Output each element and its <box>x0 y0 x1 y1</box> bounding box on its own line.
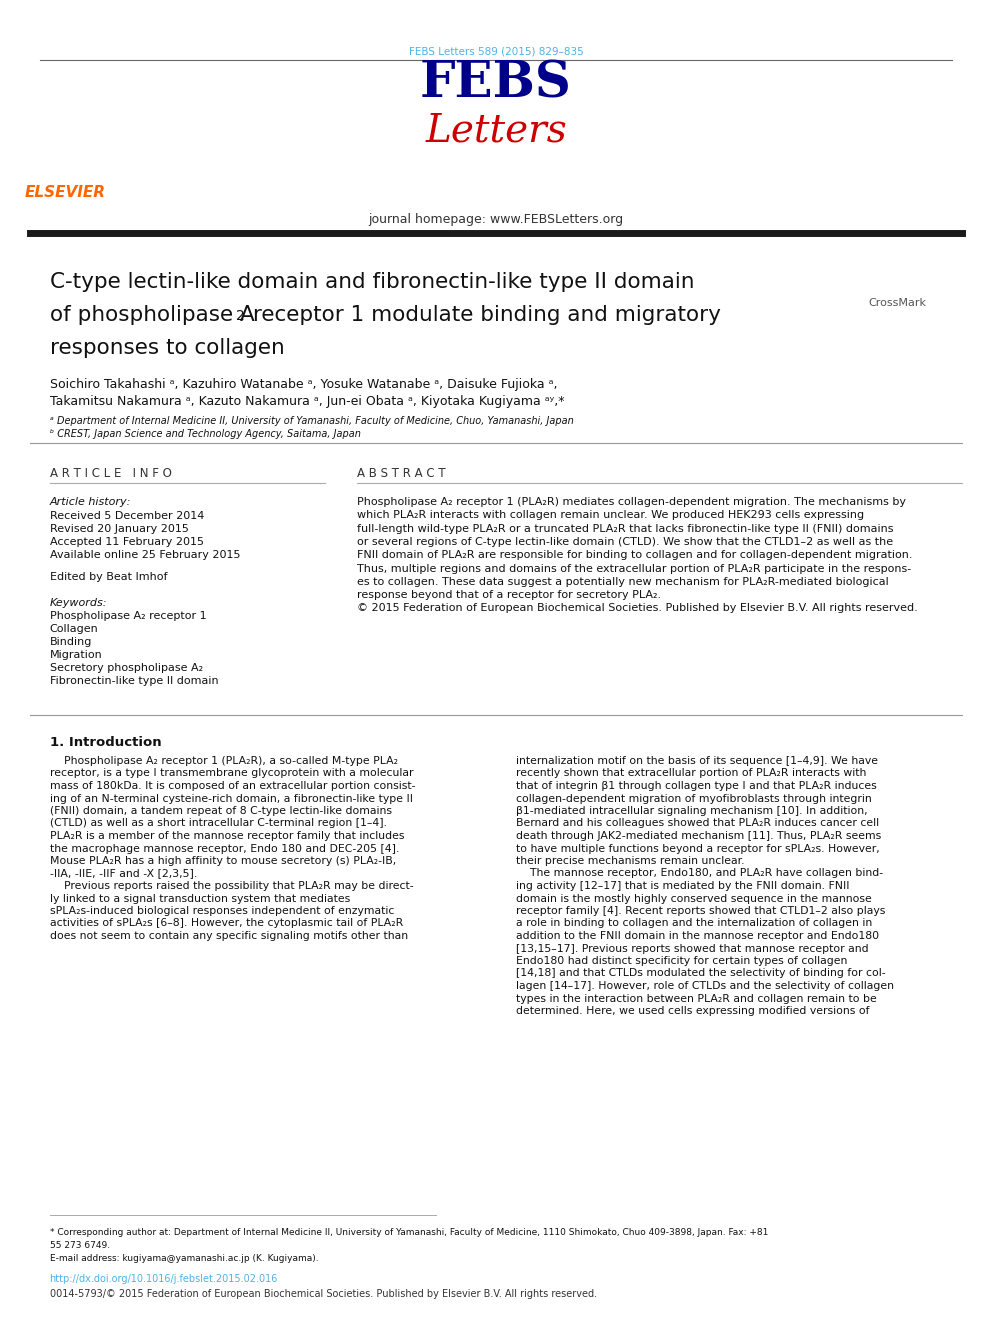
Text: determined. Here, we used cells expressing modified versions of: determined. Here, we used cells expressi… <box>516 1005 869 1016</box>
Text: PLA₂R is a member of the mannose receptor family that includes: PLA₂R is a member of the mannose recepto… <box>50 831 404 841</box>
Text: that of integrin β1 through collagen type I and that PLA₂R induces: that of integrin β1 through collagen typ… <box>516 781 877 791</box>
Text: Collagen: Collagen <box>50 624 98 634</box>
Text: Secretory phospholipase A₂: Secretory phospholipase A₂ <box>50 663 202 673</box>
Text: receptor family [4]. Recent reports showed that CTLD1–2 also plays: receptor family [4]. Recent reports show… <box>516 906 885 916</box>
Text: Available online 25 February 2015: Available online 25 February 2015 <box>50 550 240 560</box>
Text: Binding: Binding <box>50 636 92 647</box>
Text: death through JAK2-mediated mechanism [11]. Thus, PLA₂R seems: death through JAK2-mediated mechanism [1… <box>516 831 881 841</box>
Text: ᵃ Department of Internal Medicine II, University of Yamanashi, Faculty of Medici: ᵃ Department of Internal Medicine II, Un… <box>50 415 573 426</box>
Text: responses to collagen: responses to collagen <box>50 337 285 359</box>
Text: ᵇ CREST, Japan Science and Technology Agency, Saitama, Japan: ᵇ CREST, Japan Science and Technology Ag… <box>50 429 360 439</box>
Text: Edited by Beat Imhof: Edited by Beat Imhof <box>50 572 167 582</box>
Text: Mouse PLA₂R has a high affinity to mouse secretory (s) PLA₂-IB,: Mouse PLA₂R has a high affinity to mouse… <box>50 856 396 867</box>
Text: [14,18] and that CTLDs modulated the selectivity of binding for col-: [14,18] and that CTLDs modulated the sel… <box>516 968 886 979</box>
Text: 0014-5793/© 2015 Federation of European Biochemical Societies. Published by Else: 0014-5793/© 2015 Federation of European … <box>50 1289 597 1299</box>
Text: their precise mechanisms remain unclear.: their precise mechanisms remain unclear. <box>516 856 744 867</box>
Text: Takamitsu Nakamura ᵃ, Kazuto Nakamura ᵃ, Jun-ei Obata ᵃ, Kiyotaka Kugiyama ᵃʸ,*: Takamitsu Nakamura ᵃ, Kazuto Nakamura ᵃ,… <box>50 396 564 407</box>
Text: the macrophage mannose receptor, Endo 180 and DEC-205 [4].: the macrophage mannose receptor, Endo 18… <box>50 844 399 853</box>
Text: Endo180 had distinct specificity for certain types of collagen: Endo180 had distinct specificity for cer… <box>516 957 847 966</box>
Text: E-mail address: kugiyama@yamanashi.ac.jp (K. Kugiyama).: E-mail address: kugiyama@yamanashi.ac.jp… <box>50 1254 318 1263</box>
Text: ing of an N-terminal cysteine-rich domain, a fibronectin-like type II: ing of an N-terminal cysteine-rich domai… <box>50 794 413 803</box>
Text: recently shown that extracellular portion of PLA₂R interacts with: recently shown that extracellular portio… <box>516 769 866 778</box>
Text: addition to the FNII domain in the mannose receptor and Endo180: addition to the FNII domain in the manno… <box>516 931 879 941</box>
Text: β1-mediated intracellular signaling mechanism [10]. In addition,: β1-mediated intracellular signaling mech… <box>516 806 867 816</box>
Text: A B S T R A C T: A B S T R A C T <box>357 467 445 480</box>
Text: ly linked to a signal transduction system that mediates: ly linked to a signal transduction syste… <box>50 893 350 904</box>
Text: types in the interaction between PLA₂R and collagen remain to be: types in the interaction between PLA₂R a… <box>516 994 877 1004</box>
Text: Revised 20 January 2015: Revised 20 January 2015 <box>50 524 188 534</box>
Text: a role in binding to collagen and the internalization of collagen in: a role in binding to collagen and the in… <box>516 918 872 929</box>
Text: full-length wild-type PLA₂R or a truncated PLA₂R that lacks fibronectin-like typ: full-length wild-type PLA₂R or a truncat… <box>357 524 894 533</box>
Text: Previous reports raised the possibility that PLA₂R may be direct-: Previous reports raised the possibility … <box>50 881 414 890</box>
Text: Migration: Migration <box>50 650 102 660</box>
Text: Letters: Letters <box>426 112 566 149</box>
Text: 55 273 6749.: 55 273 6749. <box>50 1241 110 1250</box>
Text: receptor, is a type I transmembrane glycoprotein with a molecular: receptor, is a type I transmembrane glyc… <box>50 769 413 778</box>
Text: 1. Introduction: 1. Introduction <box>50 736 162 749</box>
Text: of phospholipase A: of phospholipase A <box>50 306 254 325</box>
Text: Accepted 11 February 2015: Accepted 11 February 2015 <box>50 537 203 546</box>
Text: [13,15–17]. Previous reports showed that mannose receptor and: [13,15–17]. Previous reports showed that… <box>516 943 868 954</box>
Text: Keywords:: Keywords: <box>50 598 107 609</box>
Text: FEBS Letters 589 (2015) 829–835: FEBS Letters 589 (2015) 829–835 <box>409 48 583 57</box>
Text: FEBS: FEBS <box>420 60 572 108</box>
Text: mass of 180kDa. It is composed of an extracellular portion consist-: mass of 180kDa. It is composed of an ext… <box>50 781 415 791</box>
Text: Thus, multiple regions and domains of the extracellular portion of PLA₂R partici: Thus, multiple regions and domains of th… <box>357 564 912 573</box>
Text: CrossMark: CrossMark <box>868 298 926 308</box>
Text: © 2015 Federation of European Biochemical Societies. Published by Elsevier B.V. : © 2015 Federation of European Biochemica… <box>357 603 918 614</box>
Text: Received 5 December 2014: Received 5 December 2014 <box>50 511 204 521</box>
Text: Article history:: Article history: <box>50 497 131 507</box>
Text: collagen-dependent migration of myofibroblasts through integrin: collagen-dependent migration of myofibro… <box>516 794 872 803</box>
Text: C-type lectin-like domain and fibronectin-like type II domain: C-type lectin-like domain and fibronecti… <box>50 273 694 292</box>
Text: Phospholipase A₂ receptor 1 (PLA₂R), a so-called M-type PLA₂: Phospholipase A₂ receptor 1 (PLA₂R), a s… <box>50 755 398 766</box>
Text: Phospholipase A₂ receptor 1: Phospholipase A₂ receptor 1 <box>50 611 206 620</box>
Text: response beyond that of a receptor for secretory PLA₂.: response beyond that of a receptor for s… <box>357 590 662 601</box>
Text: or several regions of C-type lectin-like domain (CTLD). We show that the CTLD1–2: or several regions of C-type lectin-like… <box>357 537 893 546</box>
Text: (FNII) domain, a tandem repeat of 8 C-type lectin-like domains: (FNII) domain, a tandem repeat of 8 C-ty… <box>50 806 392 816</box>
Text: lagen [14–17]. However, role of CTLDs and the selectivity of collagen: lagen [14–17]. However, role of CTLDs an… <box>516 980 894 991</box>
Text: Soichiro Takahashi ᵃ, Kazuhiro Watanabe ᵃ, Yosuke Watanabe ᵃ, Daisuke Fujioka ᵃ,: Soichiro Takahashi ᵃ, Kazuhiro Watanabe … <box>50 378 558 392</box>
Text: -IIA, -IIE, -IIF and -X [2,3,5].: -IIA, -IIE, -IIF and -X [2,3,5]. <box>50 868 196 878</box>
Text: 2: 2 <box>236 310 245 323</box>
Text: internalization motif on the basis of its sequence [1–4,9]. We have: internalization motif on the basis of it… <box>516 755 878 766</box>
Text: activities of sPLA₂s [6–8]. However, the cytoplasmic tail of PLA₂R: activities of sPLA₂s [6–8]. However, the… <box>50 918 403 929</box>
Text: journal homepage: www.FEBSLetters.org: journal homepage: www.FEBSLetters.org <box>368 213 624 226</box>
Text: Bernard and his colleagues showed that PLA₂R induces cancer cell: Bernard and his colleagues showed that P… <box>516 819 879 828</box>
Text: Phospholipase A₂ receptor 1 (PLA₂R) mediates collagen-dependent migration. The m: Phospholipase A₂ receptor 1 (PLA₂R) medi… <box>357 497 906 507</box>
Text: The mannose receptor, Endo180, and PLA₂R have collagen bind-: The mannose receptor, Endo180, and PLA₂R… <box>516 868 883 878</box>
Text: does not seem to contain any specific signaling motifs other than: does not seem to contain any specific si… <box>50 931 408 941</box>
Text: ing activity [12–17] that is mediated by the FNII domain. FNII: ing activity [12–17] that is mediated by… <box>516 881 849 890</box>
Text: domain is the mostly highly conserved sequence in the mannose: domain is the mostly highly conserved se… <box>516 893 872 904</box>
Text: FNII domain of PLA₂R are responsible for binding to collagen and for collagen-de: FNII domain of PLA₂R are responsible for… <box>357 550 913 560</box>
Text: http://dx.doi.org/10.1016/j.febslet.2015.02.016: http://dx.doi.org/10.1016/j.febslet.2015… <box>50 1274 278 1285</box>
Text: A R T I C L E   I N F O: A R T I C L E I N F O <box>50 467 172 480</box>
Text: (CTLD) as well as a short intracellular C-terminal region [1–4].: (CTLD) as well as a short intracellular … <box>50 819 387 828</box>
Text: es to collagen. These data suggest a potentially new mechanism for PLA₂R-mediate: es to collagen. These data suggest a pot… <box>357 577 889 587</box>
Text: which PLA₂R interacts with collagen remain unclear. We produced HEK293 cells exp: which PLA₂R interacts with collagen rema… <box>357 511 864 520</box>
Text: receptor 1 modulate binding and migratory: receptor 1 modulate binding and migrator… <box>246 306 721 325</box>
Text: ELSEVIER: ELSEVIER <box>25 185 106 200</box>
Text: Fibronectin-like type II domain: Fibronectin-like type II domain <box>50 676 218 687</box>
Text: * Corresponding author at: Department of Internal Medicine II, University of Yam: * Corresponding author at: Department of… <box>50 1228 768 1237</box>
Text: to have multiple functions beyond a receptor for sPLA₂s. However,: to have multiple functions beyond a rece… <box>516 844 880 853</box>
Text: sPLA₂s-induced biological responses independent of enzymatic: sPLA₂s-induced biological responses inde… <box>50 906 394 916</box>
